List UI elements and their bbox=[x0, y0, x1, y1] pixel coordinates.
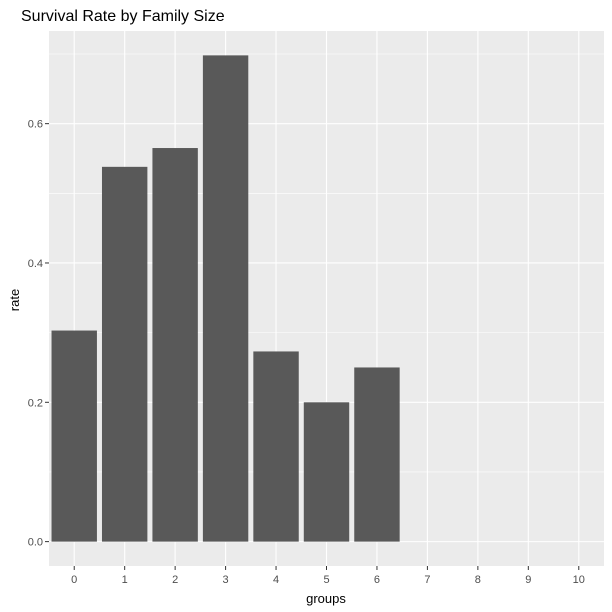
y-axis-title: rate bbox=[7, 289, 22, 311]
x-tick-label: 6 bbox=[374, 574, 380, 586]
x-tick-label: 4 bbox=[273, 574, 279, 586]
x-tick-label: 3 bbox=[223, 574, 229, 586]
y-tick-label: 0.2 bbox=[28, 397, 43, 409]
y-tick-label: 0.0 bbox=[28, 537, 43, 549]
y-tick-label: 0.4 bbox=[28, 258, 43, 270]
x-tick-label: 7 bbox=[424, 574, 430, 586]
bar-3 bbox=[202, 55, 249, 542]
x-tick-label: 8 bbox=[475, 574, 481, 586]
x-tick-label: 0 bbox=[71, 574, 77, 586]
x-tick-label: 1 bbox=[122, 574, 128, 586]
y-axis-ticks: 0.0 0.2 0.4 0.6 bbox=[28, 119, 49, 549]
x-tick-label: 2 bbox=[172, 574, 178, 586]
bar-6 bbox=[354, 367, 400, 542]
bar-1 bbox=[101, 166, 148, 542]
x-axis-title: groups bbox=[306, 591, 346, 606]
bar-4 bbox=[253, 351, 299, 542]
x-tick-label: 10 bbox=[573, 574, 585, 586]
x-axis-ticks: 0 1 2 3 4 5 6 7 8 9 10 bbox=[71, 566, 585, 586]
bar-2 bbox=[152, 148, 198, 542]
x-tick-label: 5 bbox=[323, 574, 329, 586]
bar-0 bbox=[51, 330, 97, 542]
x-tick-label: 9 bbox=[525, 574, 531, 586]
chart-title: Survival Rate by Family Size bbox=[21, 8, 225, 25]
bar-5 bbox=[303, 402, 350, 542]
y-tick-label: 0.6 bbox=[28, 119, 43, 131]
bars bbox=[51, 55, 400, 542]
